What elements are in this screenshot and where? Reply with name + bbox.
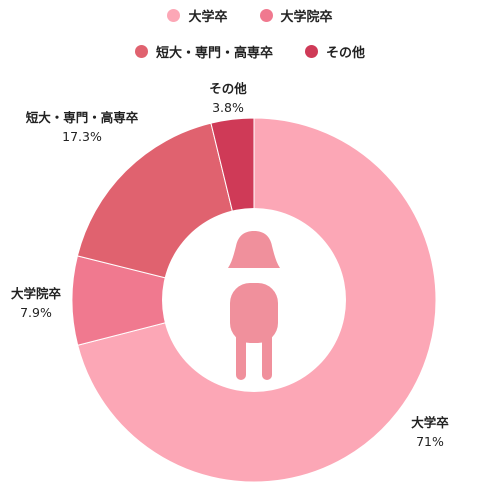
legend-item-other: その他 — [305, 42, 365, 61]
label-university-value: 71% — [416, 434, 444, 449]
legend-label: 大学院卒 — [280, 10, 333, 25]
label-graduate-school-category: 大学院卒 — [11, 286, 62, 301]
legend-item-graduate-school: 大学院卒 — [259, 6, 333, 25]
label-other-category: その他 — [209, 81, 247, 96]
legend-swatch — [305, 45, 318, 58]
legend-swatch — [134, 45, 148, 58]
labels-group: 大学卒 71% 大学院卒 7.9% 短大・専門・高専卒 17.3% その他 3.8% — [11, 81, 449, 449]
legend-label: 大学卒 — [188, 10, 228, 25]
legend-row: 大学卒 大学院卒 — [0, 6, 500, 25]
label-graduate-school-value: 7.9% — [20, 305, 52, 320]
label-junior-college-value: 17.3% — [62, 129, 102, 144]
chart-legend: 大学卒 大学院卒 短大・専門・高専卒 その他 — [0, 0, 500, 70]
legend-label: 短大・専門・高専卒 — [155, 46, 273, 61]
label-other-value: 3.8% — [212, 100, 244, 115]
legend-label: その他 — [326, 46, 366, 61]
legend-item-university: 大学卒 — [167, 6, 228, 25]
legend-swatch — [167, 9, 181, 22]
label-junior-college-category: 短大・専門・高専卒 — [26, 110, 139, 125]
legend-item-junior-college: 短大・専門・高専卒 — [134, 42, 273, 61]
legend-row: 短大・専門・高専卒 その他 — [0, 42, 500, 61]
label-university-category: 大学卒 — [411, 415, 449, 430]
person-icon — [228, 231, 280, 380]
legend-swatch — [259, 9, 273, 22]
